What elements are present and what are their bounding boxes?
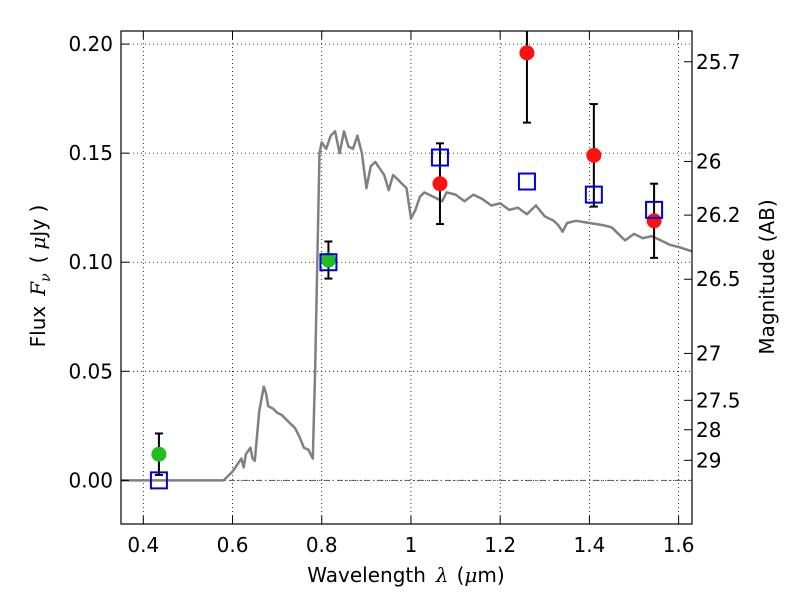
- data-point-circle: [519, 45, 535, 61]
- x-tick-label: 0.4: [127, 533, 159, 557]
- x-tick-label: 1: [405, 533, 418, 557]
- y2-tick-label: 26: [696, 149, 721, 173]
- y-tick-label: 0.20: [68, 32, 113, 56]
- model-point-square: [517, 172, 536, 191]
- data-point-circle: [151, 446, 167, 462]
- x-tick-label: 0.8: [306, 533, 338, 557]
- axis-ticks: 0.4 0.6 0.8 1 1.2 1.4 1.6 0.00 0.05 0.10 0.15 0.20 2…: [68, 31, 741, 557]
- y2-axis-label: Magnitude (AB): [755, 199, 779, 354]
- model-point-square: [319, 253, 338, 272]
- data-points: [149, 31, 664, 490]
- markers: [149, 31, 664, 490]
- sed-model-curve: [121, 130, 693, 482]
- model-point-square: [430, 148, 449, 167]
- data-point-circle: [320, 252, 336, 268]
- x-tick-label: 1.4: [573, 533, 605, 557]
- y2-tick-label: 26.2: [696, 203, 741, 227]
- y-tick-label: 0.10: [68, 250, 113, 274]
- data-point-circle: [586, 147, 602, 163]
- y2-tick-label: 27: [696, 341, 721, 365]
- plot-frame: [120, 30, 693, 525]
- y2-tick-label: 25.7: [696, 50, 741, 74]
- x-tick-label: 1.6: [663, 533, 695, 557]
- y2-tick-label: 28: [696, 418, 721, 442]
- data-point-circle: [432, 176, 448, 192]
- y-tick-label: 0.05: [68, 359, 113, 383]
- grid: [121, 31, 692, 524]
- model-point-square: [149, 471, 168, 490]
- x-tick-label: 0.6: [217, 533, 249, 557]
- y2-tick-label: 29: [696, 448, 721, 472]
- y-tick-label: 0.15: [68, 141, 113, 165]
- x-axis-label: Wavelength λ (μm): [307, 563, 504, 587]
- y2-tick-label: 26.5: [696, 267, 741, 291]
- y-axis-label: FluxFν(μJy ): [26, 205, 54, 348]
- y-tick-label: 0.00: [68, 468, 113, 492]
- x-tick-label: 1.2: [484, 533, 516, 557]
- data-point-circle: [646, 213, 662, 229]
- model-point-square: [645, 200, 664, 219]
- model-point-square: [584, 185, 603, 204]
- y2-tick-label: 27.5: [696, 388, 741, 412]
